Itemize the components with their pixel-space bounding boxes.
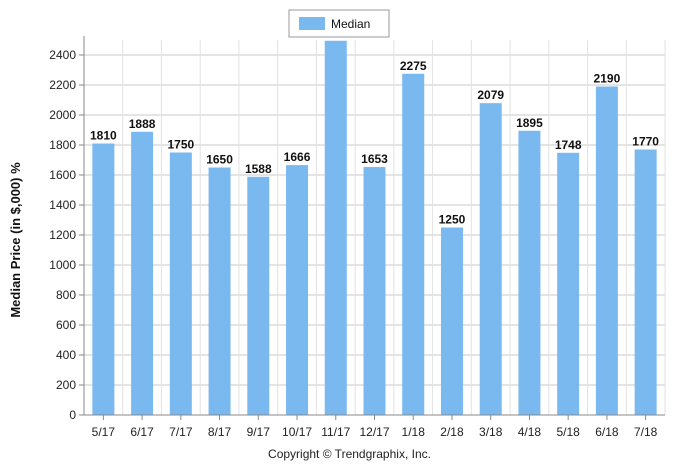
x-tick-label: 4/18 — [518, 425, 542, 439]
x-tick-label: 8/17 — [208, 425, 232, 439]
data-label: 1250 — [439, 213, 466, 227]
x-tick-label: 12/17 — [359, 425, 389, 439]
data-label: 1750 — [167, 138, 194, 152]
bar — [440, 227, 463, 415]
x-tick-label: 9/17 — [247, 425, 271, 439]
y-tick-label: 2400 — [49, 48, 76, 62]
legend-label: Median — [331, 17, 370, 31]
y-tick-label: 1200 — [49, 228, 76, 242]
bar — [208, 167, 231, 415]
data-label: 2275 — [400, 59, 427, 73]
y-tick-label: 1800 — [49, 138, 76, 152]
x-tick-label: 6/17 — [130, 425, 154, 439]
bar — [131, 131, 154, 416]
y-tick-label: 0 — [69, 408, 76, 422]
bar — [363, 167, 386, 415]
data-label: 1666 — [284, 150, 311, 164]
bar — [479, 103, 502, 416]
data-label: 2190 — [594, 72, 621, 86]
x-tick-label: 11/17 — [321, 425, 350, 439]
bar — [286, 165, 309, 415]
x-tick-label: 5/17 — [92, 425, 116, 439]
y-tick-label: 400 — [56, 348, 76, 362]
y-axis-title: Median Price (in $,000) % — [8, 162, 23, 318]
y-tick-label: 2200 — [49, 78, 76, 92]
y-tick-label: 1000 — [49, 258, 76, 272]
data-label: 1653 — [361, 152, 388, 166]
y-tick-label: 800 — [56, 288, 76, 302]
bar — [247, 176, 270, 415]
y-tick-label: 1600 — [49, 168, 76, 182]
data-label: 1588 — [245, 162, 272, 176]
x-tick-label: 1/18 — [402, 425, 426, 439]
x-tick-label: 2/18 — [440, 425, 464, 439]
data-label: 1895 — [516, 116, 543, 130]
y-tick-label: 1400 — [49, 198, 76, 212]
x-tick-label: 7/18 — [634, 425, 658, 439]
bar — [634, 149, 657, 415]
bar — [92, 143, 115, 415]
y-tick-label: 600 — [56, 318, 76, 332]
x-tick-label: 5/18 — [556, 425, 580, 439]
data-label: 1748 — [555, 138, 582, 152]
data-labels: 1810188817501650158816662495165322751250… — [90, 26, 659, 227]
y-tick-label: 2000 — [49, 108, 76, 122]
data-label: 1650 — [206, 153, 233, 167]
x-tick-label: 10/17 — [282, 425, 312, 439]
bars — [92, 40, 657, 416]
bar — [324, 40, 347, 415]
data-label: 1810 — [90, 129, 117, 143]
bar — [595, 86, 618, 415]
x-axis: 5/17 6/17 7/17 8/17 9/17 10/17 11/17 12/17 1/18 2… — [84, 414, 665, 439]
data-label: 1888 — [129, 117, 156, 131]
bar — [402, 73, 425, 415]
bar — [518, 130, 541, 415]
x-tick-label: 3/18 — [479, 425, 503, 439]
data-label: 2079 — [477, 88, 504, 102]
copyright-footer: Copyright © Trendgraphix, Inc. — [268, 447, 431, 461]
legend: Median — [288, 9, 390, 38]
bar — [169, 152, 192, 415]
legend-swatch — [299, 17, 325, 30]
x-tick-label: 7/17 — [169, 425, 193, 439]
x-tick-label: 6/18 — [595, 425, 619, 439]
y-axis: 0 200 400 600 800 1000 1200 1400 1600 1800 2000 220… — [49, 36, 85, 422]
y-tick-label: 200 — [56, 378, 76, 392]
bar — [557, 152, 580, 416]
data-label: 1770 — [632, 135, 659, 149]
